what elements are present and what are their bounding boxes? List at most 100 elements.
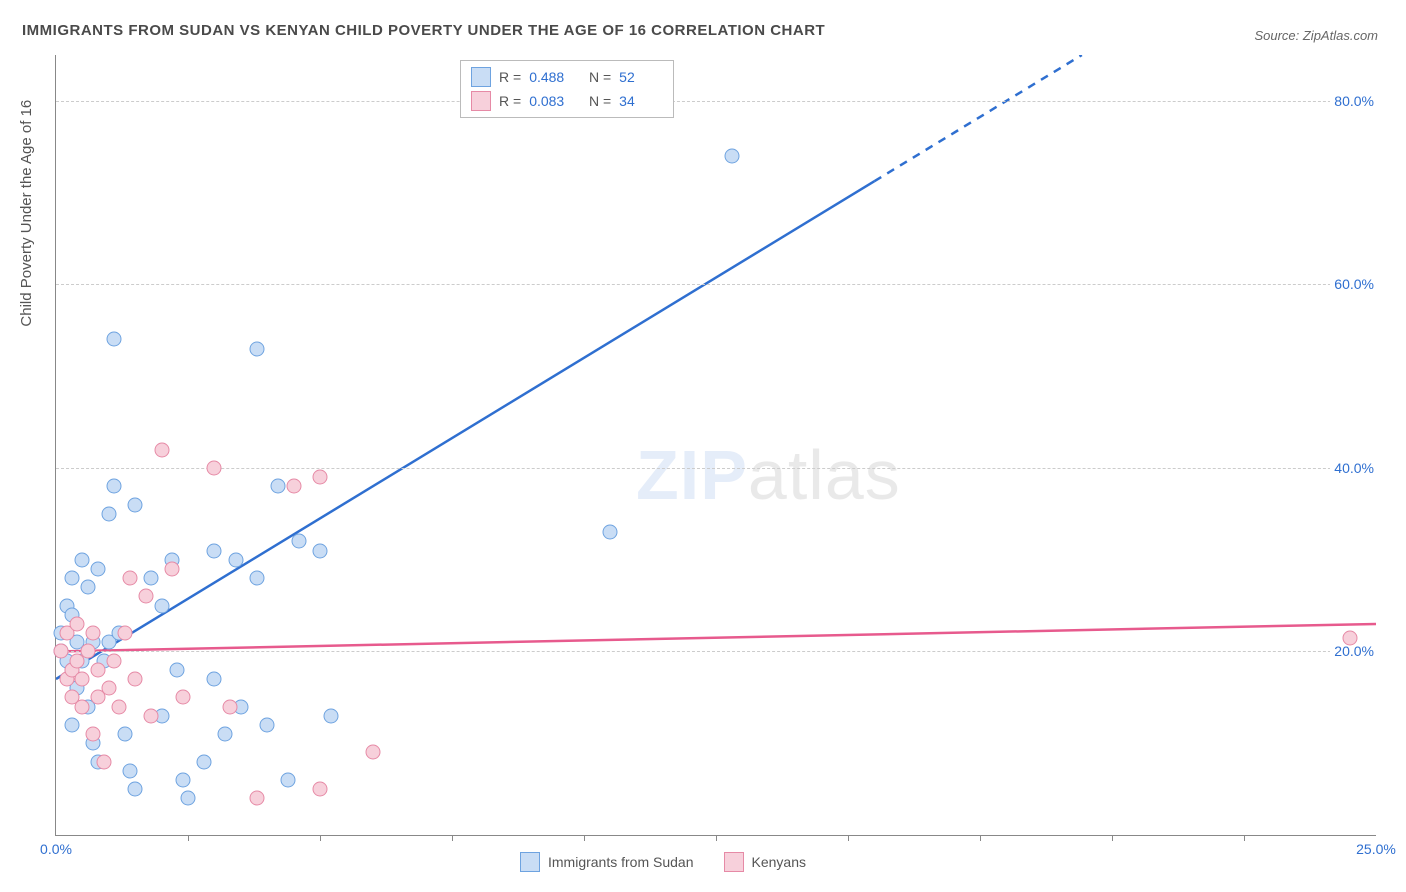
data-point [144,708,159,723]
chart-title: IMMIGRANTS FROM SUDAN VS KENYAN CHILD PO… [22,22,825,39]
data-point [249,791,264,806]
data-point [101,681,116,696]
legend-swatch [724,852,744,872]
data-point [281,772,296,787]
series-legend: Immigrants from Sudan Kenyans [520,852,806,872]
watermark: ZIPatlas [636,435,901,515]
x-tick [1244,835,1245,841]
legend-row: R =0.083 N =34 [471,89,663,113]
data-point [101,506,116,521]
data-point [107,332,122,347]
x-tick [848,835,849,841]
data-point [170,662,185,677]
gridline [56,284,1376,285]
data-point [144,571,159,586]
gridline [56,101,1376,102]
x-tick [1112,835,1113,841]
watermark-atlas: atlas [748,436,901,514]
legend-r-value: 0.083 [529,93,573,109]
data-point [80,644,95,659]
y-tick-label: 20.0% [1330,643,1378,659]
data-point [313,470,328,485]
data-point [365,745,380,760]
data-point [112,699,127,714]
legend-swatch [520,852,540,872]
data-point [117,727,132,742]
data-point [260,717,275,732]
legend-swatch [471,67,491,87]
data-point [603,525,618,540]
legend-n-value: 34 [619,93,663,109]
data-point [154,598,169,613]
data-point [128,497,143,512]
gridline [56,651,1376,652]
data-point [249,571,264,586]
data-point [96,754,111,769]
legend-r-value: 0.488 [529,69,573,85]
data-point [85,626,100,641]
data-point [91,662,106,677]
data-point [323,708,338,723]
y-tick-label: 40.0% [1330,460,1378,476]
x-tick [452,835,453,841]
source-label: Source: ZipAtlas.com [1254,28,1378,43]
data-point [217,727,232,742]
legend-item: Kenyans [724,852,806,872]
data-point [313,543,328,558]
gridline [56,468,1376,469]
data-point [107,653,122,668]
data-point [207,672,222,687]
data-point [175,772,190,787]
data-point [122,763,137,778]
data-point [270,479,285,494]
data-point [291,534,306,549]
x-tick [320,835,321,841]
legend-row: R = 0.488 N = 52 [471,65,663,89]
legend-n-value: 52 [619,69,663,85]
data-point [117,626,132,641]
data-point [80,580,95,595]
legend-r-key: R = [499,69,521,85]
legend-label: Immigrants from Sudan [548,854,694,870]
data-point [75,672,90,687]
data-point [181,791,196,806]
y-axis-label: Child Poverty Under the Age of 16 [18,100,35,327]
data-point [249,341,264,356]
data-point [128,672,143,687]
legend-label: Kenyans [752,854,806,870]
data-point [128,782,143,797]
data-point [228,552,243,567]
trend-lines-svg [56,55,1376,835]
data-point [313,782,328,797]
data-point [75,699,90,714]
data-point [724,148,739,163]
data-point [154,442,169,457]
x-tick [980,835,981,841]
data-point [122,571,137,586]
data-point [64,571,79,586]
data-point [54,644,69,659]
legend-n-key: N = [581,93,611,109]
data-point [175,690,190,705]
y-tick-label: 80.0% [1330,93,1378,109]
x-tick-label: 0.0% [40,841,72,857]
data-point [207,543,222,558]
legend-n-key: N = [581,69,611,85]
data-point [165,561,180,576]
data-point [70,616,85,631]
x-tick [584,835,585,841]
x-tick-label: 25.0% [1356,841,1396,857]
legend-swatch [471,91,491,111]
data-point [75,552,90,567]
legend-item: Immigrants from Sudan [520,852,694,872]
y-tick-label: 60.0% [1330,276,1378,292]
x-tick [188,835,189,841]
watermark-zip: ZIP [636,436,748,514]
data-point [85,727,100,742]
data-point [286,479,301,494]
data-point [138,589,153,604]
data-point [91,561,106,576]
data-point [107,479,122,494]
data-point [223,699,238,714]
data-point [207,460,222,475]
